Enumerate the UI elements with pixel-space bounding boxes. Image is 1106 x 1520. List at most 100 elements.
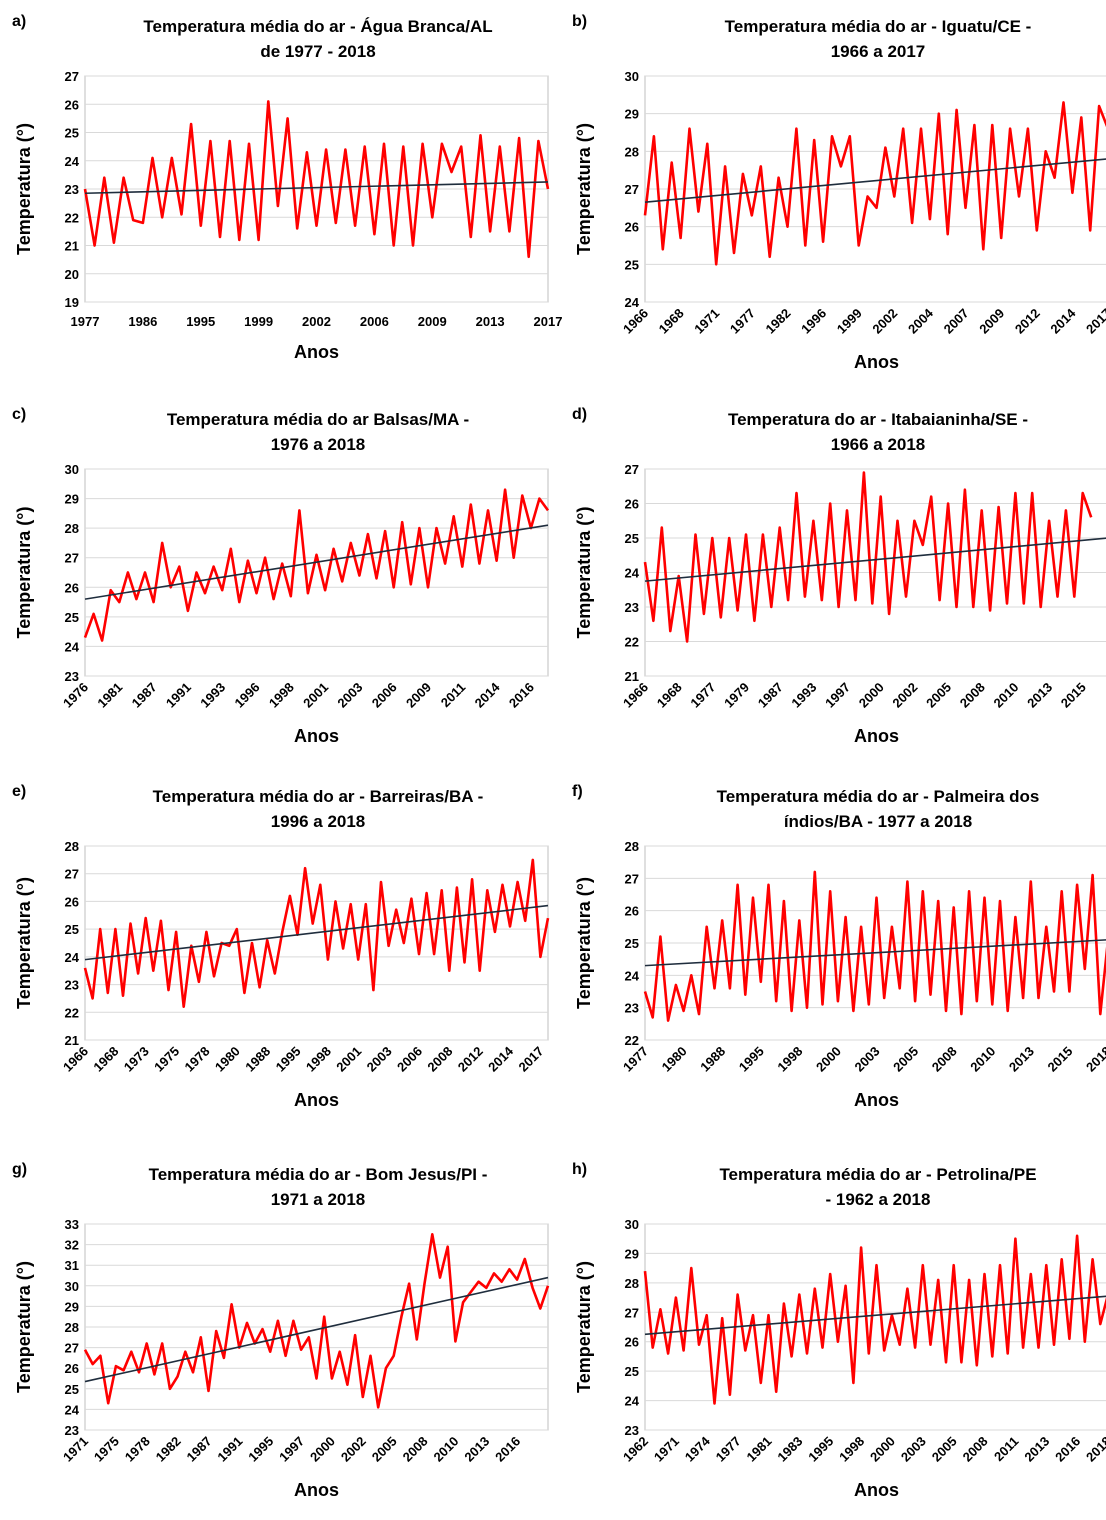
chart-panel: e) Temperatura média do ar - Barreiras/BA…	[12, 783, 550, 1110]
y-axis-title: Temperatura (°)	[14, 877, 34, 1009]
x-tick-label: 1968	[90, 1044, 121, 1075]
x-tick-label: 1971	[60, 1434, 91, 1465]
x-tick-label: 1995	[245, 1434, 276, 1465]
y-tick-label: 24	[65, 1402, 80, 1417]
data-line	[83, 100, 550, 259]
x-tick-label: 2006	[394, 1044, 425, 1075]
panel-label: b)	[572, 13, 587, 30]
x-tick-label: 2016	[506, 680, 537, 711]
x-tick-label: 1997	[276, 1434, 307, 1465]
trend-line	[84, 524, 549, 600]
x-tick-label: 2005	[890, 1044, 921, 1075]
trend-line	[644, 939, 1106, 967]
y-tick-label: 28	[65, 521, 79, 536]
x-tick-label: 1977	[687, 680, 718, 711]
y-tick-label: 26	[65, 580, 79, 595]
trend-line	[644, 1295, 1106, 1336]
panel-label: d)	[572, 406, 587, 423]
chart-title: Temperatura média do ar - Barreiras/BA -	[153, 787, 484, 806]
x-tick-label: 1995	[273, 1044, 304, 1075]
x-tick-label: 1995	[805, 1434, 836, 1465]
y-axis-title: Temperatura (°)	[574, 123, 594, 255]
x-tick-label: 1975	[151, 1044, 182, 1075]
y-tick-label: 24	[625, 566, 640, 581]
chart-panel: f) Temperatura média do ar - Palmeira dos…	[572, 783, 1106, 1110]
x-tick-label: 2016	[492, 1434, 523, 1465]
x-tick-label: 1977	[713, 1434, 744, 1465]
plot-frame	[84, 468, 549, 677]
y-tick-label: 26	[625, 904, 639, 919]
y-tick-label: 30	[625, 1217, 639, 1232]
x-tick-label: 2013	[476, 314, 505, 329]
x-tick-label: 2010	[990, 680, 1021, 711]
x-tick-label: 2003	[898, 1434, 929, 1465]
x-tick-label: 2008	[929, 1044, 960, 1075]
y-tick-label: 22	[625, 635, 639, 650]
x-tick-label: 2004	[905, 305, 937, 337]
x-tick-label: 1968	[656, 306, 687, 337]
x-tick-label: 1968	[654, 680, 685, 711]
y-tick-label: 25	[625, 936, 639, 951]
x-tick-label: 2000	[307, 1434, 338, 1465]
y-tick-label: 24	[65, 154, 80, 169]
chart-title: Temperatura média do ar - Petrolina/PE	[719, 1165, 1036, 1184]
x-tick-label: 2005	[923, 680, 954, 711]
chart-title: índios/BA - 1977 a 2018	[784, 812, 972, 831]
x-tick-label: 1988	[242, 1044, 273, 1075]
chart-title: 1996 a 2018	[271, 812, 366, 831]
x-tick-label: 2002	[889, 680, 920, 711]
x-tick-label: 1979	[721, 680, 752, 711]
y-tick-label: 23	[625, 1001, 639, 1016]
y-tick-label: 32	[65, 1238, 79, 1253]
x-tick-label: 2010	[430, 1434, 461, 1465]
y-tick-label: 26	[65, 1361, 79, 1376]
x-tick-label: 1987	[129, 680, 160, 711]
x-tick-label: 2017	[534, 314, 563, 329]
data-line	[83, 1233, 550, 1409]
x-tick-label: 2010	[967, 1044, 998, 1075]
y-axis-title: Temperatura (°)	[14, 507, 34, 639]
x-tick-label: 2018	[1083, 1434, 1106, 1465]
chart-panel: b) Temperatura média do ar - Iguatu/CE - 1…	[572, 13, 1106, 372]
chart-title: de 1977 - 2018	[260, 42, 375, 61]
y-tick-label: 27	[625, 871, 639, 886]
y-tick-label: 22	[65, 1005, 79, 1020]
x-tick-label: 2015	[1058, 680, 1089, 711]
y-tick-label: 29	[65, 492, 79, 507]
y-tick-label: 23	[625, 1423, 639, 1438]
y-tick-label: 25	[65, 126, 79, 141]
x-tick-label: 2012	[455, 1044, 486, 1075]
y-tick-label: 20	[65, 267, 79, 282]
chart-title: 1966 a 2018	[831, 435, 926, 454]
x-axis-title: Anos	[854, 1090, 899, 1110]
panel-label: a)	[12, 13, 26, 30]
x-tick-label: 1999	[244, 314, 273, 329]
x-tick-label: 2012	[1012, 306, 1043, 337]
y-tick-label: 27	[625, 182, 639, 197]
y-tick-label: 25	[625, 531, 639, 546]
y-axis-title: Temperatura (°)	[14, 1261, 34, 1393]
x-axis-title: Anos	[294, 726, 339, 746]
x-tick-label: 2003	[852, 1044, 883, 1075]
y-tick-label: 28	[65, 1320, 79, 1335]
y-tick-label: 31	[65, 1258, 79, 1273]
trend-line	[84, 1276, 549, 1383]
x-tick-label: 1993	[788, 680, 819, 711]
x-tick-label: 2000	[856, 680, 887, 711]
y-tick-label: 29	[625, 1246, 639, 1261]
y-tick-label: 23	[65, 1423, 79, 1438]
x-tick-label: 2002	[302, 314, 331, 329]
x-tick-label: 2015	[1044, 1044, 1075, 1075]
chart-title: Temperatura média do ar Balsas/MA -	[167, 410, 469, 429]
y-tick-label: 27	[65, 1341, 79, 1356]
x-tick-label: 2000	[867, 1434, 898, 1465]
x-tick-label: 2006	[369, 680, 400, 711]
x-tick-label: 2003	[334, 680, 365, 711]
chart-panel: g) Temperatura média do ar - Bom Jesus/PI…	[12, 1161, 550, 1500]
x-tick-label: 2011	[438, 680, 469, 711]
y-tick-label: 25	[65, 610, 79, 625]
x-tick-label: 1980	[659, 1044, 690, 1075]
trend-line	[84, 181, 549, 195]
chart-panel: d) Temperatura do ar - Itabaianinha/SE - 1…	[572, 406, 1106, 746]
